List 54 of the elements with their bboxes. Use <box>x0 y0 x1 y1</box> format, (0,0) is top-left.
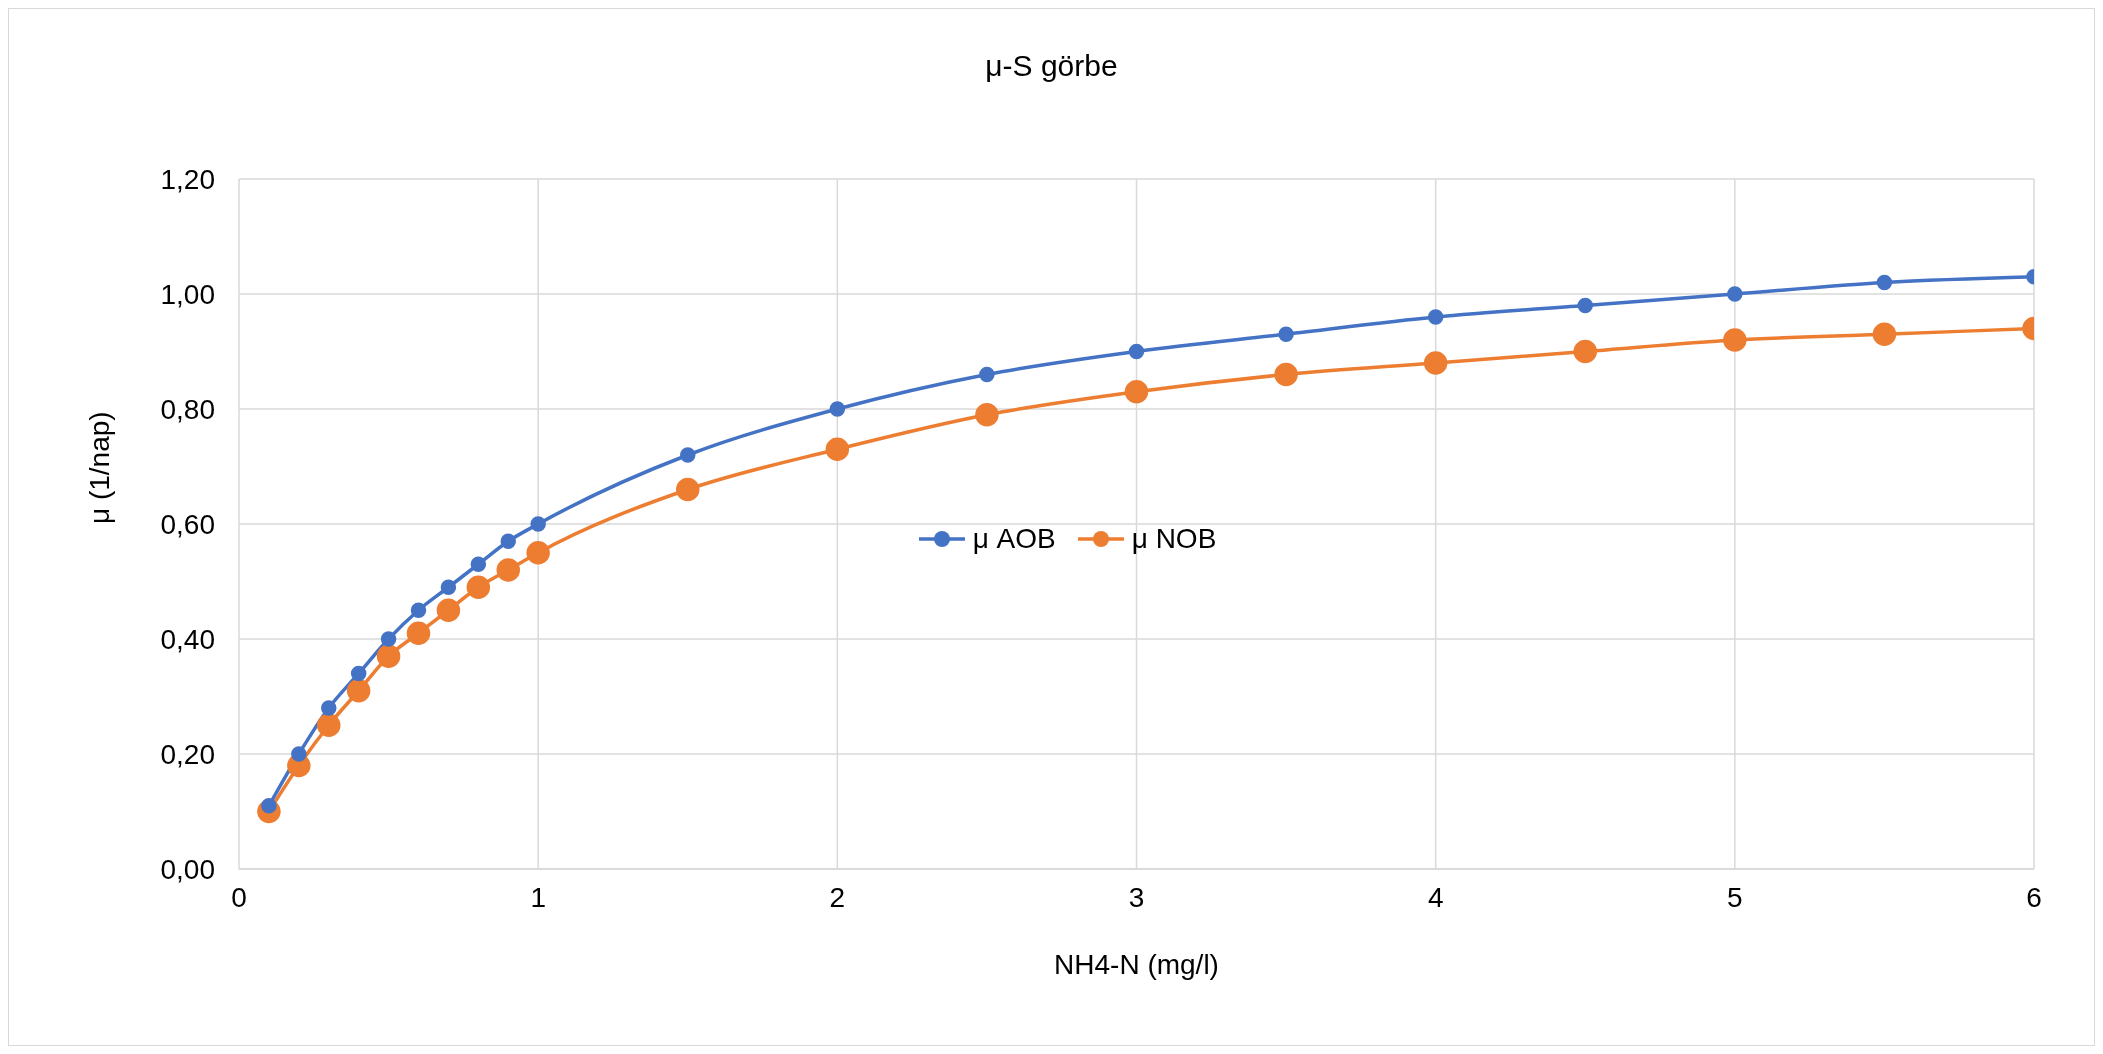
point <box>1423 351 1448 375</box>
point <box>436 598 461 622</box>
point <box>346 679 371 703</box>
y-tick-label: 1,00 <box>160 278 215 310</box>
point <box>1427 309 1444 325</box>
point <box>1278 326 1294 342</box>
point <box>500 533 516 549</box>
x-tick-label: 3 <box>1128 881 1145 913</box>
legend-label: μ AOB <box>972 523 1056 555</box>
point <box>975 403 999 427</box>
x-tick-label: 1 <box>530 881 546 913</box>
point <box>1573 339 1597 364</box>
point <box>406 621 431 645</box>
point <box>1128 343 1145 360</box>
point <box>1727 286 1743 302</box>
point <box>1124 380 1149 404</box>
point <box>470 556 487 572</box>
point <box>440 579 457 595</box>
point <box>1876 274 1893 291</box>
point <box>676 477 700 502</box>
point <box>466 575 491 599</box>
point <box>829 401 846 417</box>
point <box>410 602 427 618</box>
x-tick-label: 4 <box>1427 881 1444 913</box>
x-tick-label: 0 <box>231 881 247 913</box>
y-tick-label: 0,60 <box>160 508 215 540</box>
point <box>1872 322 1897 346</box>
x-axis-title: NH4-N (mg/l) <box>1054 949 1219 980</box>
x-tick-label: 5 <box>1727 881 1743 913</box>
point <box>825 437 850 461</box>
y-axis-title: μ (1/nap) <box>83 411 115 524</box>
point <box>317 713 341 737</box>
point <box>376 644 401 668</box>
point <box>530 516 546 532</box>
point <box>1274 362 1298 387</box>
point <box>291 746 307 762</box>
point <box>350 665 367 682</box>
point <box>680 447 696 463</box>
point <box>496 558 520 582</box>
y-tick-label: 0,80 <box>160 393 215 425</box>
point <box>526 541 550 565</box>
point <box>1723 328 1747 352</box>
point <box>380 631 397 647</box>
y-tick-label: 0,40 <box>160 623 215 655</box>
y-tick-label: 0,00 <box>160 853 215 885</box>
legend-label: μ NOB <box>1131 523 1217 555</box>
x-tick-label: 6 <box>2026 881 2042 913</box>
point <box>1577 297 1593 314</box>
y-tick-label: 0,20 <box>160 738 215 770</box>
chart-title: μ-S görbe <box>984 49 1119 83</box>
y-tick-label: 1,20 <box>160 163 215 195</box>
point <box>321 700 337 716</box>
point <box>979 366 995 383</box>
x-tick-label: 2 <box>829 881 846 913</box>
